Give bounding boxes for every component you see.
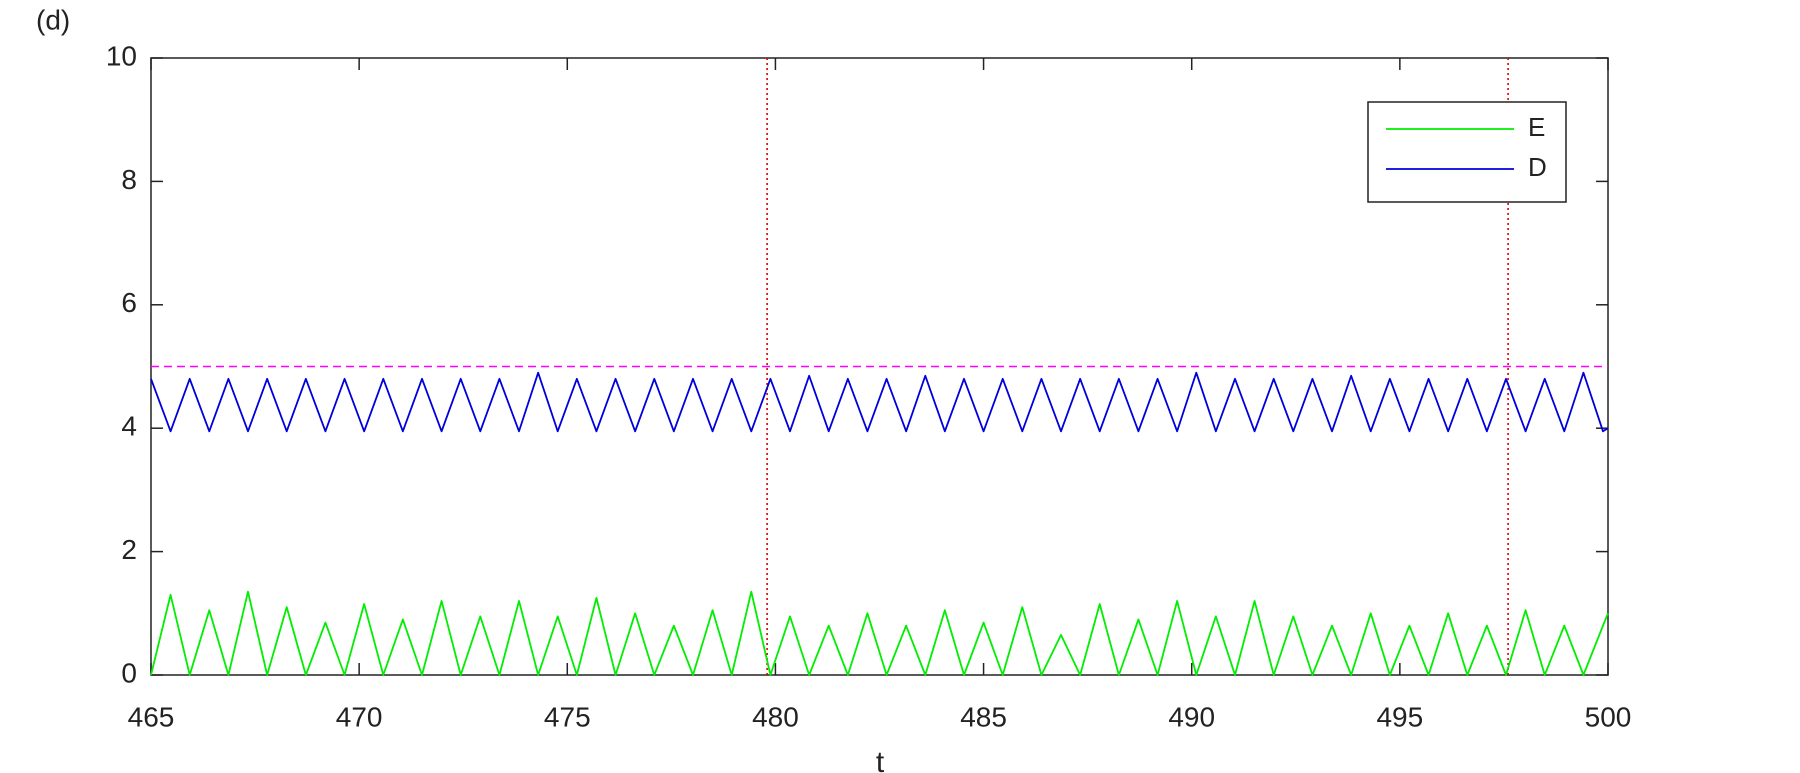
y-tick-label: 2 (121, 534, 137, 565)
x-tick-label: 500 (1585, 701, 1632, 732)
legend-label: D (1528, 152, 1547, 182)
y-tick-label: 6 (121, 287, 137, 318)
y-tick-label: 4 (121, 411, 137, 442)
x-tick-label: 465 (128, 701, 175, 732)
panel-label: (d) (36, 4, 70, 35)
legend-box (1367, 101, 1567, 203)
y-tick-label: 8 (121, 164, 137, 195)
x-tick-label: 485 (960, 701, 1007, 732)
y-tick-label: 0 (121, 657, 137, 688)
legend-label: E (1528, 112, 1545, 142)
x-tick-label: 495 (1376, 701, 1423, 732)
x-tick-label: 475 (544, 701, 591, 732)
x-tick-label: 470 (336, 701, 383, 732)
y-tick-label: 10 (106, 40, 137, 71)
x-tick-label: 480 (752, 701, 799, 732)
series-line (150, 371, 1609, 433)
x-axis-label: t (876, 746, 885, 773)
series-line (150, 590, 1609, 676)
x-tick-label: 490 (1168, 701, 1215, 732)
